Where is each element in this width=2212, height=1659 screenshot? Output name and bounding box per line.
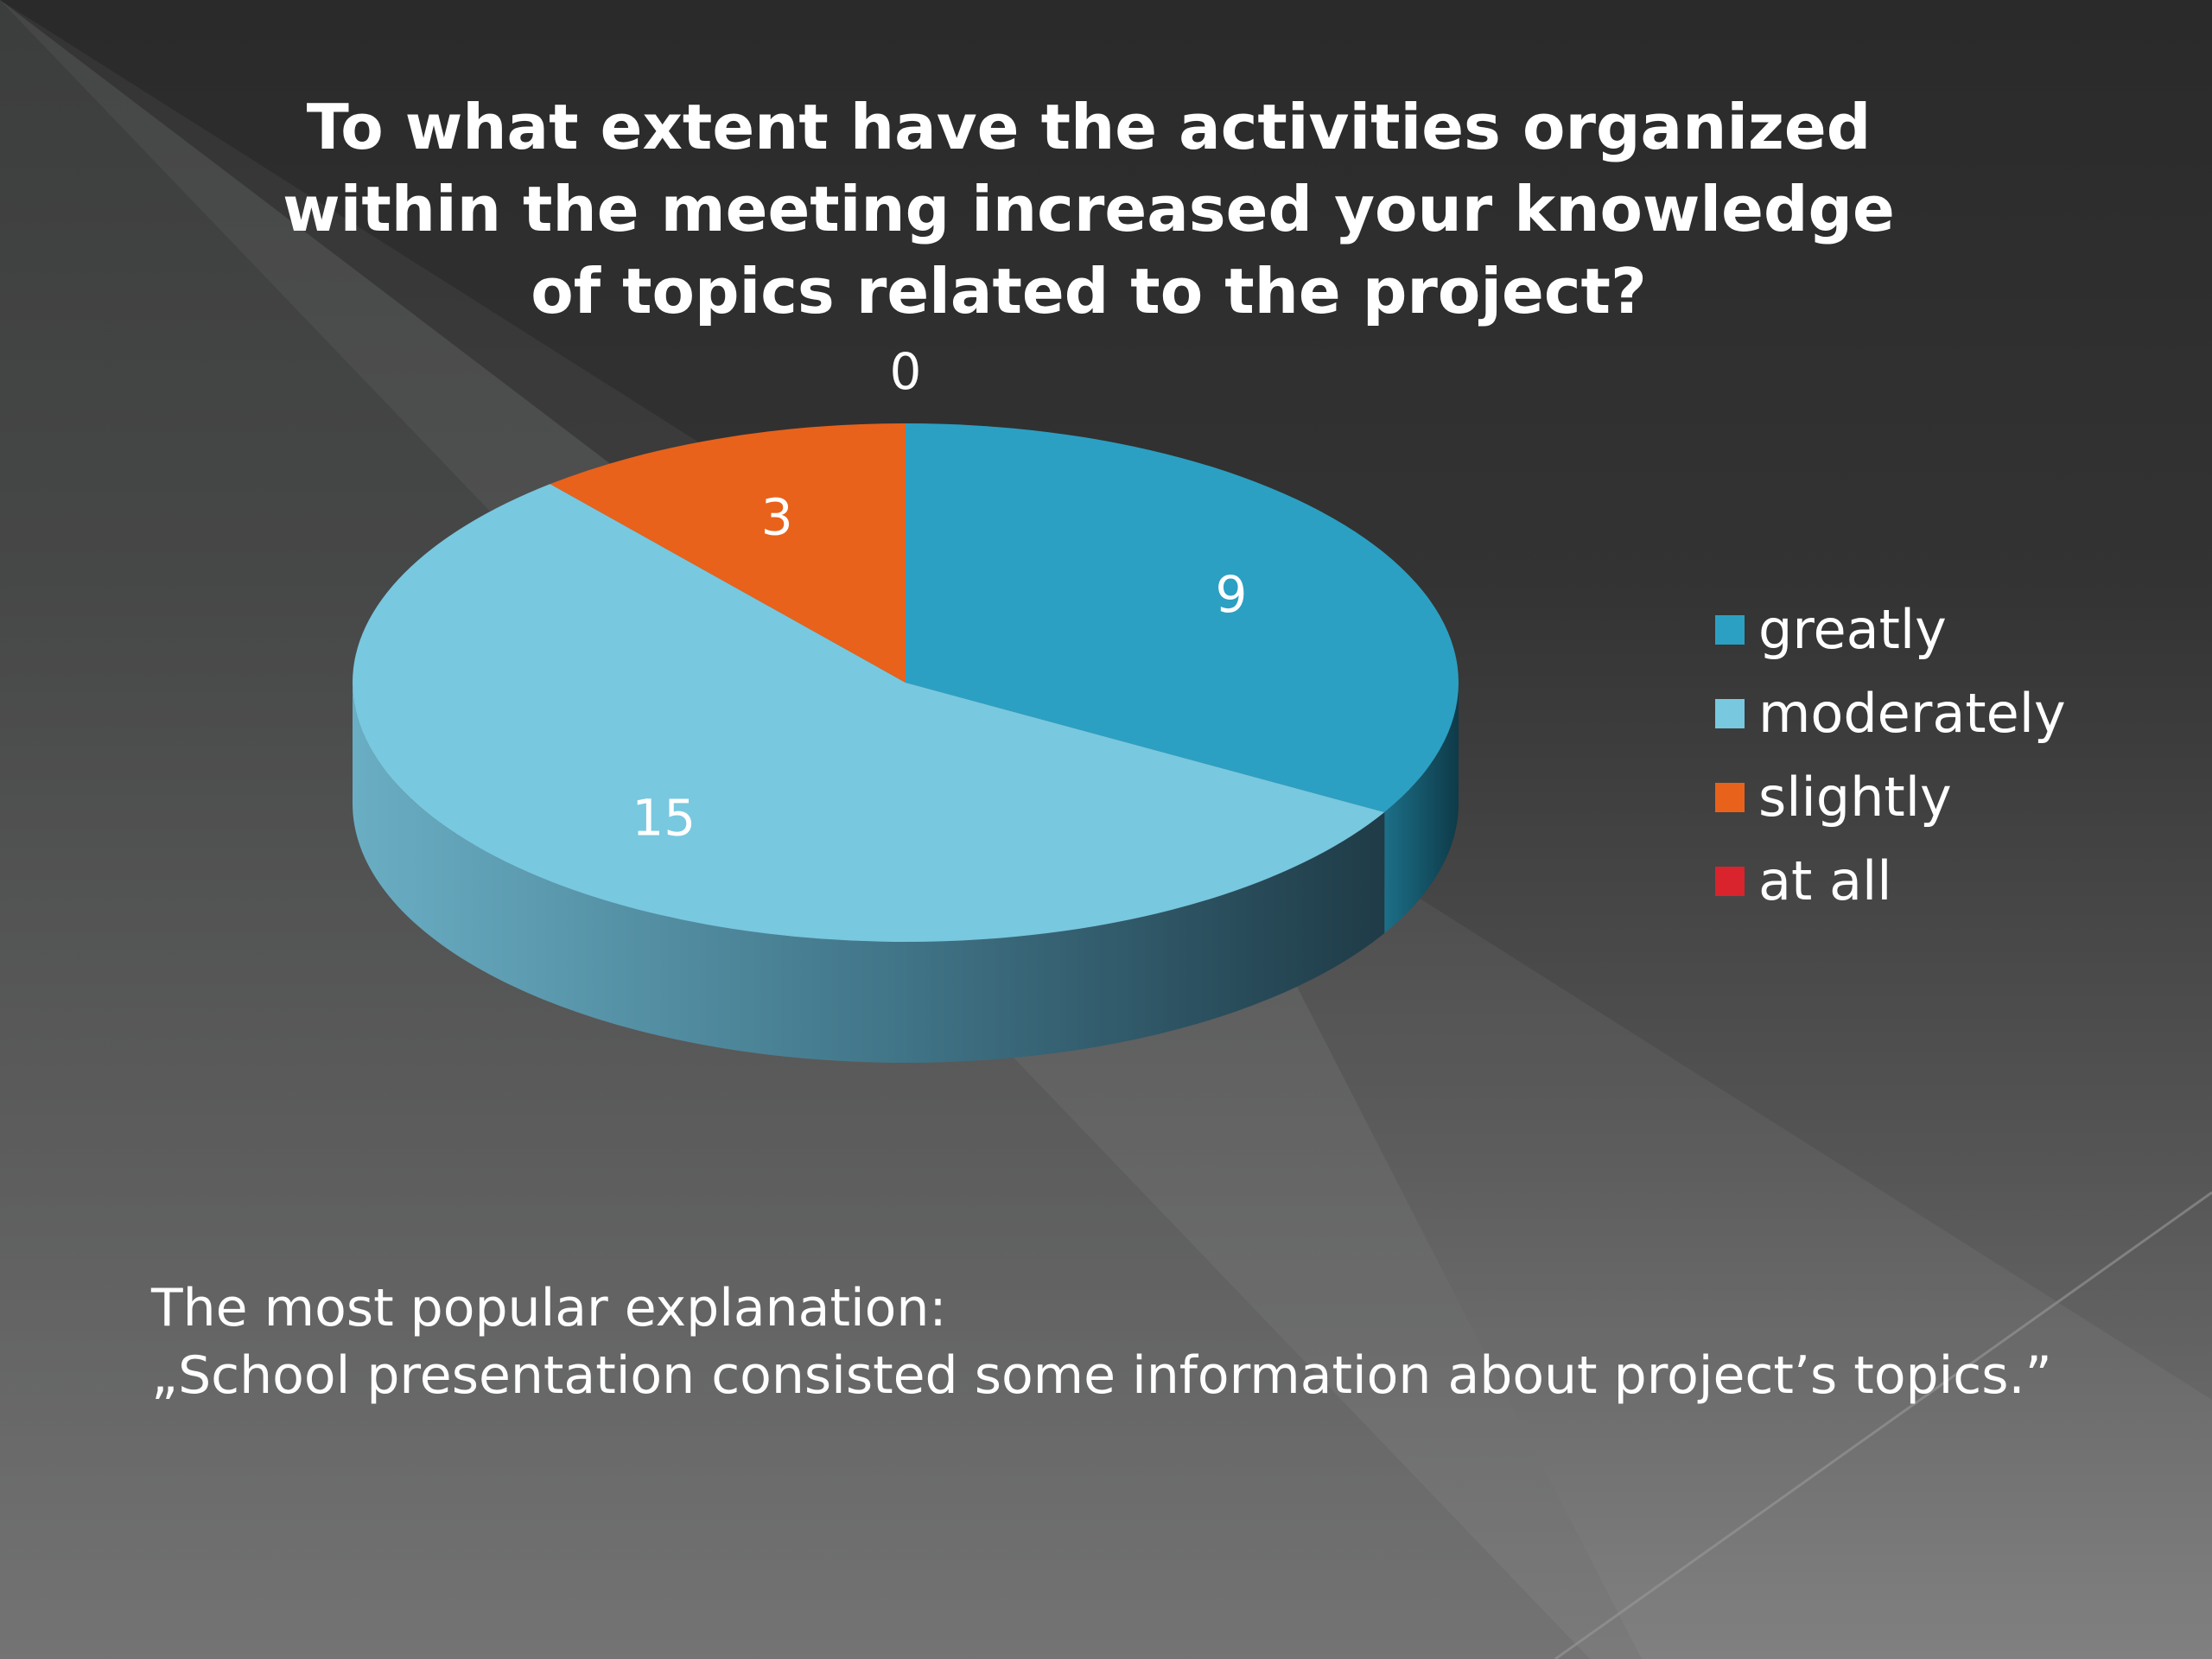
- data-label-greatly: 9: [1215, 565, 1247, 624]
- data-label-moderately: 15: [632, 788, 696, 847]
- legend-item-moderately: moderately: [1715, 671, 2066, 755]
- legend-label: at all: [1758, 849, 1892, 912]
- data-label-slightly: 3: [761, 487, 793, 546]
- chart-title: To what extent have the activities organ…: [283, 91, 1895, 327]
- legend-swatch: [1715, 866, 1745, 896]
- pie-side-moderately: [353, 683, 1385, 1063]
- pie-slice-greatly: [906, 423, 1459, 812]
- legend-item-greatly: greatly: [1715, 588, 2066, 671]
- legend-item-at-all: at all: [1715, 839, 2066, 923]
- chart-legend: greatly moderately slightly at all: [1715, 588, 2066, 923]
- legend-swatch: [1715, 614, 1745, 645]
- explanation-heading: The most popular explanation:: [151, 1278, 947, 1338]
- legend-item-slightly: slightly: [1715, 755, 2066, 839]
- pie-side-greatly: [1384, 683, 1459, 933]
- legend-label: slightly: [1758, 766, 1952, 829]
- legend-swatch: [1715, 782, 1745, 812]
- data-label-at-all: 0: [890, 342, 922, 401]
- explanation-text: The most popular explanation: „School pr…: [151, 1274, 2139, 1409]
- legend-label: greatly: [1758, 598, 1947, 661]
- pie-slice-slightly: [550, 423, 906, 683]
- legend-swatch: [1715, 698, 1745, 728]
- explanation-quote: „School presentation consisted some info…: [151, 1345, 2052, 1406]
- pie-slice-moderately: [353, 484, 1385, 942]
- legend-label: moderately: [1758, 682, 2066, 745]
